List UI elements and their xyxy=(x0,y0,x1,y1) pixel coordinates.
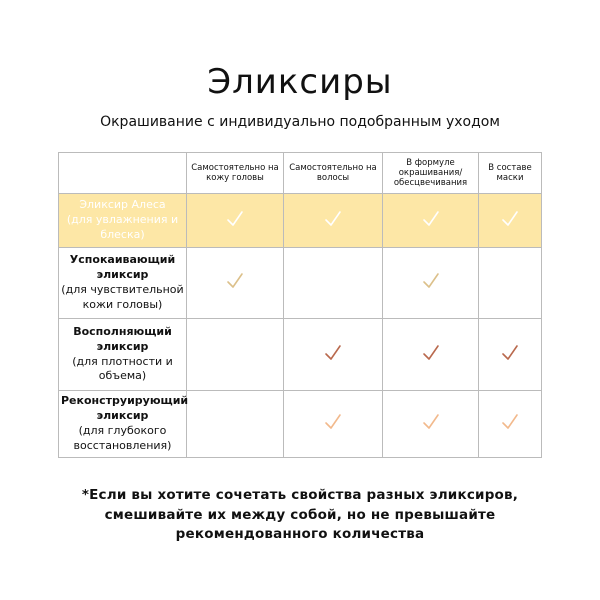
table: Самостоятельно на кожу головы Самостоятел… xyxy=(58,152,542,458)
table-row: Восполняющий эликсир (для плотности и объ… xyxy=(58,318,542,391)
check-path xyxy=(422,273,439,288)
row-desc: (для плотности и объема) xyxy=(72,354,173,383)
check-cell xyxy=(186,318,284,391)
check-cell xyxy=(478,247,542,319)
corner-cell xyxy=(58,152,187,194)
check-path xyxy=(325,414,341,429)
check xyxy=(502,344,518,360)
check-cell xyxy=(283,193,383,248)
check xyxy=(325,210,341,226)
check xyxy=(422,344,439,360)
check-cell xyxy=(186,390,284,458)
check xyxy=(422,210,439,226)
row-name-cell: Восполняющий эликсир (для плотности и объ… xyxy=(58,318,187,391)
column-header: Самостоятельно на волосы xyxy=(283,152,383,194)
check-path xyxy=(502,344,518,360)
check xyxy=(502,414,518,429)
check xyxy=(325,414,341,429)
row-name: Эликсир Алеса xyxy=(79,198,166,212)
column-header: В составе маски xyxy=(478,152,542,194)
check-cell xyxy=(478,318,542,391)
check xyxy=(227,273,243,288)
row-name: Успокаивающий эликсир xyxy=(69,253,176,282)
check-cell xyxy=(186,193,284,248)
title: Эликсиры xyxy=(207,62,393,102)
check xyxy=(227,210,243,226)
table-row: Эликсир Алеса (для увлажнения и блеска) xyxy=(58,193,542,248)
check-cell xyxy=(382,390,479,458)
check xyxy=(502,210,518,226)
check xyxy=(325,344,341,360)
check-path xyxy=(227,210,243,226)
row-name: Восполняющий эликсир xyxy=(73,324,172,353)
table-row: Успокаивающий эликсир (для чувствительной… xyxy=(58,247,542,319)
row-name-cell: Реконструирующий эликсир (для глубокого в… xyxy=(58,390,189,458)
row-desc: (для глубокого восстановления) xyxy=(73,424,172,452)
check-path xyxy=(325,344,341,360)
check-cell xyxy=(382,193,479,248)
subtitle: Окрашивание с индивидуально подобранным … xyxy=(100,114,500,130)
check-cell xyxy=(283,318,383,391)
check-cell xyxy=(478,390,542,458)
check-cell xyxy=(382,247,479,319)
row-name: Реконструирующий эликсир xyxy=(61,394,189,423)
row-desc: (для увлажнения и блеска) xyxy=(66,213,179,241)
column-header: Самостоятельно на кожу головы xyxy=(186,152,284,194)
check-cell xyxy=(382,318,479,391)
check-path xyxy=(502,414,518,429)
row-name-cell: Эликсир Алеса (для увлажнения и блеска) xyxy=(58,193,187,248)
check-path xyxy=(422,210,439,226)
row-name-cell: Успокаивающий эликсир (для чувствительной… xyxy=(58,247,187,319)
table-row: Реконструирующий эликсир (для глубокого в… xyxy=(58,390,542,458)
check-path xyxy=(227,273,243,288)
check xyxy=(422,273,439,288)
check-cell xyxy=(283,390,383,458)
check-path xyxy=(422,414,439,429)
check-path xyxy=(325,210,341,226)
footnote: *Если вы хотите сочетать свойства разных… xyxy=(81,487,519,543)
check xyxy=(422,414,439,429)
check-cell xyxy=(283,247,383,319)
column-header: В формуле окрашивания/ обесцвечивания xyxy=(382,152,479,194)
header-row: Самостоятельно на кожу головы Самостоятел… xyxy=(58,152,542,194)
check-path xyxy=(502,210,518,226)
check-path xyxy=(422,344,439,360)
row-desc: (для чувствительной кожи головы) xyxy=(61,283,184,311)
check-cell xyxy=(186,247,284,319)
check-cell xyxy=(478,193,542,248)
